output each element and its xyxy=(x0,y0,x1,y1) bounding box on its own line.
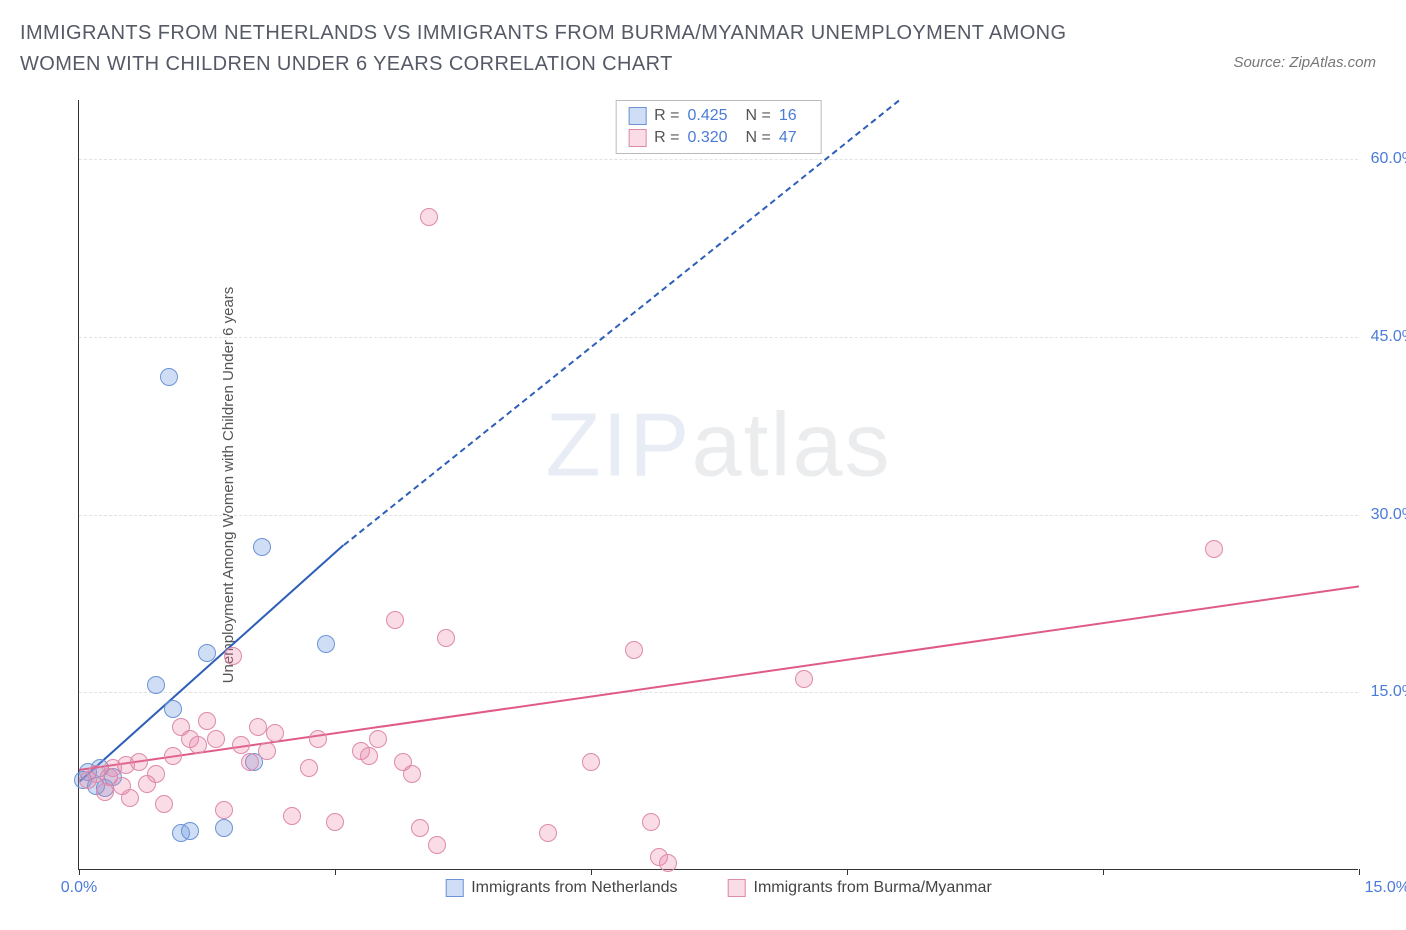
x-tick-mark xyxy=(335,869,336,875)
data-point xyxy=(266,724,284,742)
data-point xyxy=(198,712,216,730)
data-point xyxy=(147,765,165,783)
legend-n-label: N = xyxy=(746,107,771,125)
data-point xyxy=(181,822,199,840)
legend-item: Immigrants from Burma/Myanmar xyxy=(728,879,992,897)
data-point xyxy=(160,368,178,386)
data-point xyxy=(198,644,216,662)
x-tick-mark xyxy=(79,869,80,875)
data-point xyxy=(386,611,404,629)
data-point xyxy=(795,670,813,688)
legend-row: R = 0.425 N = 16 xyxy=(628,105,809,127)
legend-row: R = 0.320 N = 47 xyxy=(628,127,809,149)
data-point xyxy=(403,765,421,783)
y-tick-label: 30.0% xyxy=(1371,506,1406,524)
data-point xyxy=(369,730,387,748)
data-point xyxy=(164,700,182,718)
data-point xyxy=(164,747,182,765)
data-point xyxy=(121,789,139,807)
legend-n-value: 16 xyxy=(779,107,809,125)
data-point xyxy=(437,629,455,647)
gridline xyxy=(79,692,1358,693)
data-point xyxy=(326,813,344,831)
legend-swatch xyxy=(445,879,463,897)
data-point xyxy=(582,753,600,771)
watermark-bold: ZIP xyxy=(545,396,691,496)
data-point xyxy=(360,747,378,765)
y-tick-label: 45.0% xyxy=(1371,328,1406,346)
data-point xyxy=(241,753,259,771)
data-point xyxy=(215,801,233,819)
data-point xyxy=(659,854,677,872)
legend-r-label: R = xyxy=(654,129,679,147)
data-point xyxy=(1205,540,1223,558)
data-point xyxy=(411,819,429,837)
legend-n-value: 47 xyxy=(779,129,809,147)
trend-line-dashed xyxy=(343,100,899,546)
y-tick-label: 15.0% xyxy=(1371,683,1406,701)
legend-r-label: R = xyxy=(654,107,679,125)
gridline xyxy=(79,159,1358,160)
x-tick-mark xyxy=(591,869,592,875)
x-tick-label: 15.0% xyxy=(1365,879,1406,897)
data-point xyxy=(642,813,660,831)
data-point xyxy=(300,759,318,777)
gridline xyxy=(79,515,1358,516)
chart-title: IMMIGRANTS FROM NETHERLANDS VS IMMIGRANT… xyxy=(20,18,1120,80)
data-point xyxy=(539,824,557,842)
legend-r-value: 0.425 xyxy=(688,107,738,125)
source-attribution: Source: ZipAtlas.com xyxy=(1233,18,1376,71)
data-point xyxy=(625,641,643,659)
data-point xyxy=(130,753,148,771)
legend-r-value: 0.320 xyxy=(688,129,738,147)
x-tick-mark xyxy=(1103,869,1104,875)
data-point xyxy=(215,819,233,837)
data-point xyxy=(258,742,276,760)
x-tick-mark xyxy=(1359,869,1360,875)
chart-area: Unemployment Among Women with Children U… xyxy=(58,100,1378,870)
data-point xyxy=(232,736,250,754)
x-tick-label: 0.0% xyxy=(61,879,97,897)
data-point xyxy=(155,795,173,813)
legend-label: Immigrants from Netherlands xyxy=(471,879,677,897)
data-point xyxy=(224,647,242,665)
watermark-thin: atlas xyxy=(691,396,891,496)
data-point xyxy=(96,783,114,801)
scatter-plot: ZIPatlas R =0.425N =16R =0.320N =47 Immi… xyxy=(78,100,1358,870)
legend-swatch xyxy=(628,107,646,125)
y-tick-label: 60.0% xyxy=(1371,150,1406,168)
series-legend: Immigrants from Netherlands Immigrants fr… xyxy=(445,879,992,897)
x-tick-mark xyxy=(847,869,848,875)
data-point xyxy=(253,538,271,556)
correlation-legend: R = 0.425 N = 16 R = 0.320 N = 47 xyxy=(615,100,822,154)
watermark: ZIPatlas xyxy=(545,395,891,498)
legend-swatch xyxy=(728,879,746,897)
data-point xyxy=(428,836,446,854)
legend-swatch xyxy=(628,129,646,147)
trend-line xyxy=(78,544,344,782)
header: IMMIGRANTS FROM NETHERLANDS VS IMMIGRANT… xyxy=(0,0,1406,92)
data-point xyxy=(420,208,438,226)
data-point xyxy=(309,730,327,748)
legend-item: Immigrants from Netherlands xyxy=(445,879,677,897)
data-point xyxy=(249,718,267,736)
data-point xyxy=(147,676,165,694)
legend-label: Immigrants from Burma/Myanmar xyxy=(754,879,992,897)
legend-n-label: N = xyxy=(746,129,771,147)
gridline xyxy=(79,337,1358,338)
data-point xyxy=(317,635,335,653)
data-point xyxy=(283,807,301,825)
data-point xyxy=(189,736,207,754)
data-point xyxy=(207,730,225,748)
